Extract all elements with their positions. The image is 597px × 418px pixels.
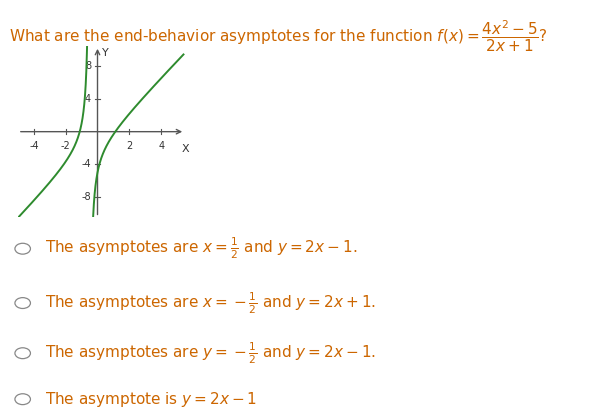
Text: X: X [182, 144, 189, 154]
Text: 2: 2 [126, 141, 133, 151]
Text: 8: 8 [85, 61, 91, 71]
Text: The asymptotes are $y = -\frac{1}{2}$ and $y = 2x - 1$.: The asymptotes are $y = -\frac{1}{2}$ an… [45, 340, 376, 366]
Text: Y: Y [101, 48, 108, 59]
Text: What are the end-behavior asymptotes for the function $f\left(x\right) = \dfrac{: What are the end-behavior asymptotes for… [9, 19, 548, 54]
Text: -8: -8 [82, 192, 91, 202]
Text: The asymptotes are $x = \frac{1}{2}$ and $y = 2x - 1$.: The asymptotes are $x = \frac{1}{2}$ and… [45, 236, 357, 262]
Text: The asymptote is $y = 2x - 1$: The asymptote is $y = 2x - 1$ [45, 390, 257, 409]
Text: -4: -4 [29, 141, 39, 151]
Text: -2: -2 [61, 141, 70, 151]
Text: 4: 4 [158, 141, 164, 151]
Text: The asymptotes are $x = -\frac{1}{2}$ and $y = 2x + 1$.: The asymptotes are $x = -\frac{1}{2}$ an… [45, 290, 376, 316]
Text: 4: 4 [85, 94, 91, 104]
Text: -4: -4 [82, 159, 91, 169]
